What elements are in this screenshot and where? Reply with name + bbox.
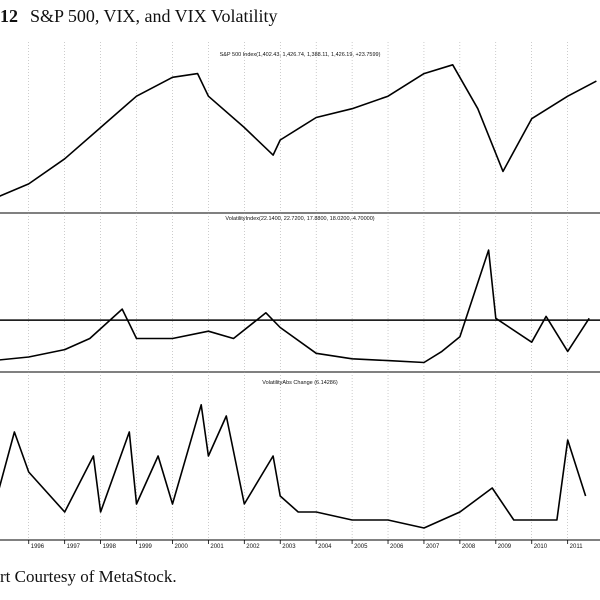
x-tick-label: 2003 xyxy=(282,544,296,550)
chart-credit: rt Courtesy of MetaStock. xyxy=(0,567,177,586)
series-line-1 xyxy=(0,64,597,197)
x-tick-label: 2006 xyxy=(390,544,404,550)
panel-title-1: S&P 500 Index(1,402.43, 1,426.74, 1,388.… xyxy=(220,52,381,58)
figure-title: 12 S&P 500, VIX, and VIX Volatility xyxy=(0,6,278,27)
figure-title-text: S&P 500, VIX, and VIX Volatility xyxy=(30,6,278,26)
x-tick-label: 2001 xyxy=(210,544,224,550)
x-tick-label: 2011 xyxy=(570,544,584,550)
series-line-2 xyxy=(0,249,590,364)
x-tick-label: 2000 xyxy=(174,544,188,550)
x-tick-label: 2004 xyxy=(318,544,332,550)
x-axis-ticks: 1996 1997 1998 1999 2000 2001 2002 2003 2004 2005… xyxy=(28,540,584,550)
x-tick-label: 2009 xyxy=(498,544,512,550)
x-tick-label: 2005 xyxy=(354,544,368,550)
year-gridlines xyxy=(28,42,568,540)
x-tick-label: 1997 xyxy=(67,544,81,550)
series-lines xyxy=(0,64,597,529)
x-tick-label: 1996 xyxy=(31,544,45,550)
chart-area: S&P 500 Index(1,402.43, 1,426.74, 1,388.… xyxy=(0,42,600,550)
panel-title-3: VolatilityAbs Change (6.14286) xyxy=(262,380,338,386)
x-tick-label: 2008 xyxy=(462,544,476,550)
panel-title-2: VolatilityIndex(22.1400, 22.7200, 17.880… xyxy=(225,216,374,222)
series-line-3 xyxy=(0,403,587,529)
x-tick-label: 1999 xyxy=(139,544,153,550)
x-tick-label: 1998 xyxy=(103,544,117,550)
x-tick-label: 2007 xyxy=(426,544,440,550)
chart-frame xyxy=(0,212,600,541)
x-tick-label: 2002 xyxy=(246,544,260,550)
x-tick-label: 2010 xyxy=(534,544,548,550)
figure-number: 12 xyxy=(0,6,18,26)
panel-titles: S&P 500 Index(1,402.43, 1,426.74, 1,388.… xyxy=(220,52,381,386)
